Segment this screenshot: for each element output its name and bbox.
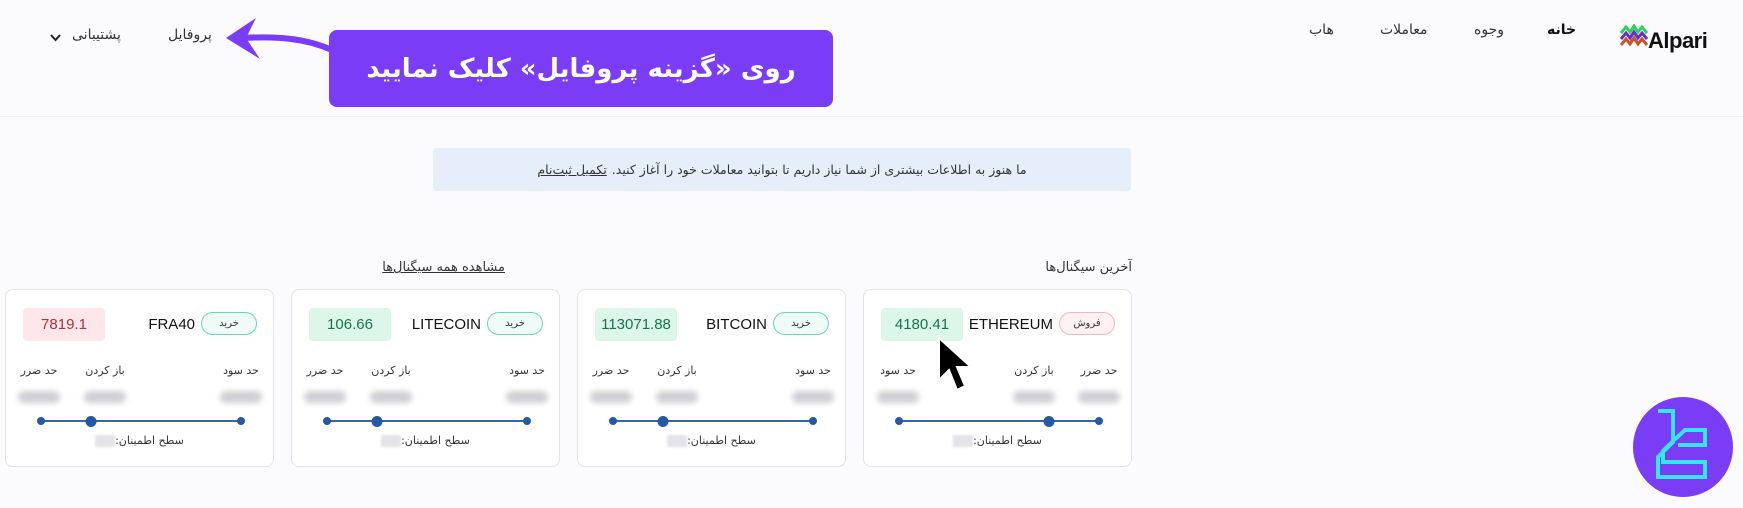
range-endpoint (809, 417, 817, 425)
confidence-hidden-value (95, 435, 116, 447)
stop-loss-label: حد ضرر (592, 364, 630, 377)
stop-loss-label: حد ضرر (306, 364, 344, 377)
open-price-label: باز کردن (1014, 364, 1054, 377)
open-marker (371, 415, 383, 427)
signal-symbol: ETHEREUM (968, 316, 1053, 333)
confidence-hidden-value (953, 435, 974, 447)
range-endpoint (237, 417, 245, 425)
confidence-hidden-value (667, 435, 688, 447)
confidence-level: سطح اطمینان: (578, 434, 845, 447)
confidence-label: سطح اطمینان: (973, 434, 1042, 447)
price-range-line (899, 420, 1099, 422)
open-price-hidden-value (1013, 391, 1055, 403)
signal-price: 4180.41 (881, 308, 963, 341)
signal-side-badge: خرید (773, 312, 829, 335)
take-profit-label: حد سود (509, 364, 545, 377)
open-marker (657, 415, 669, 427)
signal-symbol: FRA40 (148, 316, 195, 333)
signals-title: آخرین سیگنال‌ها (1045, 260, 1132, 275)
signal-side-badge: خرید (487, 312, 543, 335)
open-price-hidden-value (370, 391, 412, 403)
open-price-label: باز کردن (371, 364, 411, 377)
confidence-level: سطح اطمینان: (6, 434, 273, 447)
signal-price: 7819.1 (23, 308, 105, 341)
signal-side-badge: خرید (201, 312, 257, 335)
signal-price: 113071.88 (595, 308, 677, 341)
take-profit-label: حد سود (795, 364, 831, 377)
range-endpoint (37, 417, 45, 425)
complete-registration-link[interactable]: تکمیل ثبت‌نام (537, 162, 607, 177)
stop-loss-hidden-value (304, 391, 346, 403)
signal-card[interactable]: 106.66 LITECOIN خرید حد سود باز کردن حد ض… (291, 289, 560, 467)
range-endpoint (609, 417, 617, 425)
brand-logo[interactable]: Alpari (1648, 28, 1708, 53)
take-profit-label: حد سود (880, 364, 916, 377)
confidence-level: سطح اطمینان: (864, 434, 1131, 447)
price-range-line (327, 420, 527, 422)
nav-support[interactable]: پشتیبانی (72, 27, 121, 43)
open-price-hidden-value (656, 391, 698, 403)
take-profit-hidden-value (877, 391, 919, 403)
chevron-down-icon[interactable] (50, 34, 61, 42)
range-endpoint (895, 417, 903, 425)
range-endpoint (1095, 417, 1103, 425)
nav-home[interactable]: خانه (1547, 22, 1577, 38)
confidence-label: سطح اطمینان: (687, 434, 756, 447)
alpari-logo-icon (1620, 24, 1648, 47)
registration-banner: ما هنوز به اطلاعات بیشتری از شما نیاز دا… (433, 148, 1131, 191)
open-price-label: باز کردن (85, 364, 125, 377)
signal-card[interactable]: 113071.88 BITCOIN خرید حد سود باز کردن حد… (577, 289, 846, 467)
stop-loss-label: حد ضرر (20, 364, 58, 377)
open-marker (1043, 415, 1055, 427)
take-profit-hidden-value (792, 391, 834, 403)
nav-funds[interactable]: وجوه (1474, 22, 1504, 38)
arrow-annotation-icon (226, 18, 335, 59)
range-endpoint (523, 417, 531, 425)
instruction-callout: روی «گزینه پروفایل» کلیک نمایید (329, 30, 833, 107)
signal-symbol: LITECOIN (411, 316, 481, 333)
watermark-logo-icon (1633, 397, 1733, 497)
confidence-label: سطح اطمینان: (115, 434, 184, 447)
open-marker (85, 415, 97, 427)
nav-trades[interactable]: معاملات (1380, 22, 1428, 38)
stop-loss-label: حد ضرر (1080, 364, 1118, 377)
confidence-hidden-value (381, 435, 402, 447)
signal-card[interactable]: 7819.1 FRA40 خرید حد سود باز کردن حد ضرر … (5, 289, 274, 467)
open-price-label: باز کردن (657, 364, 697, 377)
stop-loss-hidden-value (590, 391, 632, 403)
signal-card[interactable]: 4180.41 ETHEREUM فروش حد سود باز کردن حد … (863, 289, 1132, 467)
open-price-hidden-value (84, 391, 126, 403)
take-profit-hidden-value (506, 391, 548, 403)
stop-loss-hidden-value (18, 391, 60, 403)
signal-symbol: BITCOIN (706, 316, 767, 333)
signal-price: 106.66 (309, 308, 391, 341)
view-all-signals-link[interactable]: مشاهده همه سیگنال‌ها (382, 260, 505, 275)
nav-profile[interactable]: پروفایل (168, 27, 212, 43)
banner-text: ما هنوز به اطلاعات بیشتری از شما نیاز دا… (611, 162, 1027, 177)
mouse-cursor-icon (938, 336, 974, 392)
nav-hub[interactable]: هاب (1309, 22, 1334, 38)
range-endpoint (323, 417, 331, 425)
signal-side-badge: فروش (1059, 312, 1115, 335)
take-profit-label: حد سود (223, 364, 259, 377)
confidence-label: سطح اطمینان: (401, 434, 470, 447)
take-profit-hidden-value (220, 391, 262, 403)
price-range-line (41, 420, 241, 422)
stop-loss-hidden-value (1078, 391, 1120, 403)
top-header: Alpari خانه وجوه معاملات هاب پروفایل پشت… (0, 0, 1743, 117)
price-range-line (613, 420, 813, 422)
confidence-level: سطح اطمینان: (292, 434, 559, 447)
